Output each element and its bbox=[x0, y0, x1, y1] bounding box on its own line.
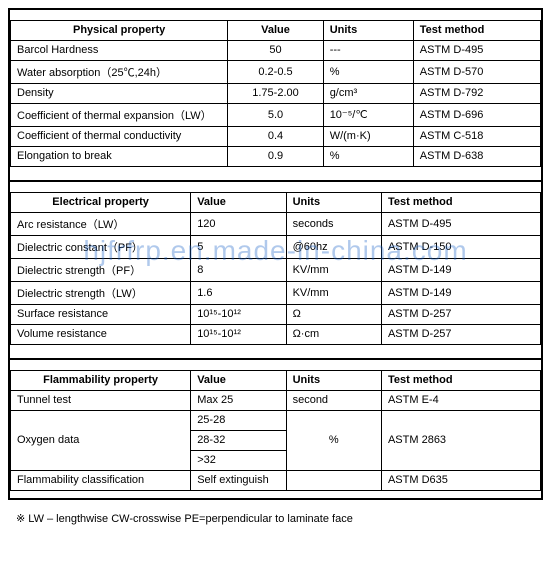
col-header: Units bbox=[323, 20, 413, 40]
table-row: Volume resistance10¹⁵-10¹²Ω·cmASTM D-257 bbox=[11, 324, 541, 344]
table-header-row: Physical property Value Units Test metho… bbox=[11, 20, 541, 40]
table-row: Coefficient of thermal expansion（LW）5.01… bbox=[11, 103, 541, 126]
col-header: Electrical property bbox=[11, 192, 191, 212]
col-header: Test method bbox=[413, 20, 540, 40]
col-header: Units bbox=[286, 192, 381, 212]
col-header: Value bbox=[228, 20, 323, 40]
footnote-legend: ※ LW – lengthwise CW-crosswise PE=perpen… bbox=[8, 500, 543, 529]
table-row: Arc resistance（LW）120secondsASTM D-495 bbox=[11, 212, 541, 235]
table-row: Surface resistance10¹⁵-10¹²ΩASTM D-257 bbox=[11, 304, 541, 324]
table-row: Density1.75-2.00g/cm³ASTM D-792 bbox=[11, 83, 541, 103]
col-header: Value bbox=[191, 192, 286, 212]
table-row: Flammability classificationSelf extingui… bbox=[11, 470, 541, 490]
col-header: Flammability property bbox=[11, 370, 191, 390]
col-header: Physical property bbox=[11, 20, 228, 40]
flammability-property-table: Flammability property Value Units Test m… bbox=[10, 360, 541, 498]
table-row: Dielectric constant（PF）5@60hzASTM D-150 bbox=[11, 235, 541, 258]
col-header: Value bbox=[191, 370, 286, 390]
table-row: Oxygen data 25-28 % ASTM 2863 bbox=[11, 410, 541, 430]
col-header: Test method bbox=[381, 192, 540, 212]
physical-property-table: Physical property Value Units Test metho… bbox=[10, 10, 541, 180]
table-row: Coefficient of thermal conductivity0.4W/… bbox=[11, 126, 541, 146]
table-header-row: Electrical property Value Units Test met… bbox=[11, 192, 541, 212]
electrical-property-table: Electrical property Value Units Test met… bbox=[10, 182, 541, 358]
electrical-property-section: Electrical property Value Units Test met… bbox=[10, 182, 541, 360]
table-row: Water absorption（25℃,24h）0.2-0.5%ASTM D-… bbox=[11, 60, 541, 83]
col-header: Test method bbox=[381, 370, 540, 390]
table-header-row: Flammability property Value Units Test m… bbox=[11, 370, 541, 390]
table-row: Elongation to break0.9%ASTM D-638 bbox=[11, 146, 541, 166]
col-header: Units bbox=[286, 370, 381, 390]
properties-tables-container: Physical property Value Units Test metho… bbox=[8, 8, 543, 500]
table-row: Barcol Hardness50---ASTM D-495 bbox=[11, 40, 541, 60]
table-row: Tunnel testMax 25secondASTM E-4 bbox=[11, 390, 541, 410]
table-row: Dielectric strength（LW）1.6KV/mmASTM D-14… bbox=[11, 281, 541, 304]
table-row: Dielectric strength（PF）8KV/mmASTM D-149 bbox=[11, 258, 541, 281]
flammability-property-section: Flammability property Value Units Test m… bbox=[10, 360, 541, 500]
physical-property-section: Physical property Value Units Test metho… bbox=[10, 10, 541, 182]
